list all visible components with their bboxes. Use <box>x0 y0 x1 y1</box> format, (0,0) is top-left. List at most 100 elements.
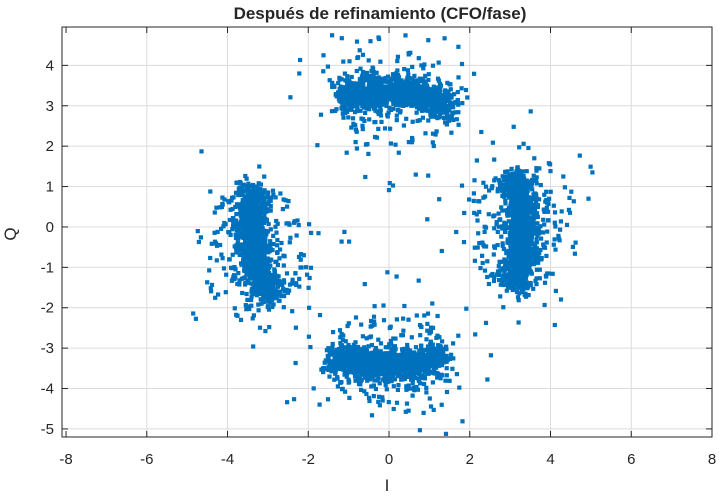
data-point <box>364 70 369 75</box>
data-point <box>371 360 376 365</box>
data-point <box>339 331 344 337</box>
data-point <box>500 243 505 248</box>
data-point <box>380 398 385 403</box>
data-point <box>447 378 452 383</box>
data-point <box>341 367 347 372</box>
data-point <box>448 115 453 120</box>
data-point <box>325 397 331 402</box>
data-point <box>486 281 491 287</box>
data-point <box>378 367 383 372</box>
data-point <box>335 353 340 358</box>
data-point <box>342 85 348 90</box>
data-point <box>447 82 452 87</box>
data-point <box>459 86 464 91</box>
data-point <box>556 236 561 241</box>
data-point <box>542 209 547 214</box>
data-point <box>240 188 245 193</box>
data-point <box>323 358 328 363</box>
data-point <box>280 207 285 212</box>
data-point <box>440 339 445 344</box>
data-point <box>514 272 519 277</box>
data-point <box>209 289 214 294</box>
data-point <box>401 96 406 102</box>
data-point <box>515 175 520 180</box>
data-point <box>406 317 411 322</box>
data-point <box>345 97 350 102</box>
data-point <box>512 274 517 279</box>
data-point <box>500 188 505 193</box>
data-point <box>331 368 336 373</box>
data-point <box>301 253 306 258</box>
data-point <box>518 247 523 252</box>
data-point <box>347 395 352 400</box>
data-point <box>509 198 514 203</box>
data-point <box>437 197 442 202</box>
data-point <box>405 68 410 73</box>
data-point <box>436 60 441 65</box>
data-point <box>552 220 557 225</box>
data-point <box>437 90 442 95</box>
data-point <box>402 362 407 367</box>
data-point <box>373 107 378 112</box>
data-point <box>377 394 382 399</box>
data-point <box>384 99 389 104</box>
data-point <box>474 212 479 217</box>
data-point <box>364 369 369 374</box>
data-point <box>399 377 404 382</box>
data-point <box>330 33 335 38</box>
data-point <box>360 346 366 351</box>
data-point <box>508 213 513 218</box>
data-point <box>366 58 371 63</box>
data-point <box>340 111 345 116</box>
data-point <box>342 352 347 357</box>
data-point <box>363 375 368 380</box>
data-point <box>315 143 320 148</box>
data-point <box>525 282 530 287</box>
data-point <box>473 332 478 337</box>
data-point <box>440 108 445 113</box>
data-point <box>342 102 347 107</box>
data-point <box>515 187 520 192</box>
data-point <box>488 353 493 358</box>
data-point <box>541 242 546 247</box>
data-point <box>512 228 517 233</box>
data-point <box>379 361 384 366</box>
data-point <box>445 80 450 85</box>
data-point <box>378 372 383 377</box>
data-point <box>338 380 343 385</box>
data-point <box>417 94 422 99</box>
data-point <box>495 189 500 194</box>
data-point <box>510 287 515 293</box>
data-point <box>534 175 539 180</box>
data-point <box>339 96 344 101</box>
data-point <box>542 245 548 250</box>
data-point <box>382 126 388 131</box>
data-point <box>366 151 371 156</box>
data-point <box>343 94 348 99</box>
data-point <box>354 68 359 74</box>
data-point <box>376 101 381 106</box>
data-point <box>277 279 282 285</box>
data-point <box>413 79 418 84</box>
data-point <box>340 337 345 342</box>
data-point <box>374 348 379 353</box>
data-point <box>369 68 374 74</box>
data-point <box>537 197 542 202</box>
data-point <box>309 230 314 235</box>
data-point <box>378 107 383 112</box>
data-point <box>374 70 379 75</box>
data-point <box>524 230 529 235</box>
data-point <box>352 369 357 374</box>
data-point <box>360 52 366 57</box>
data-point <box>492 178 497 183</box>
data-point <box>431 96 436 101</box>
data-point <box>422 62 427 67</box>
data-point <box>449 130 454 135</box>
data-point <box>256 244 261 249</box>
data-point <box>353 140 358 145</box>
data-point <box>551 242 556 247</box>
data-point <box>502 191 507 196</box>
data-point <box>525 219 530 224</box>
data-point <box>391 406 396 412</box>
data-point <box>508 222 514 227</box>
